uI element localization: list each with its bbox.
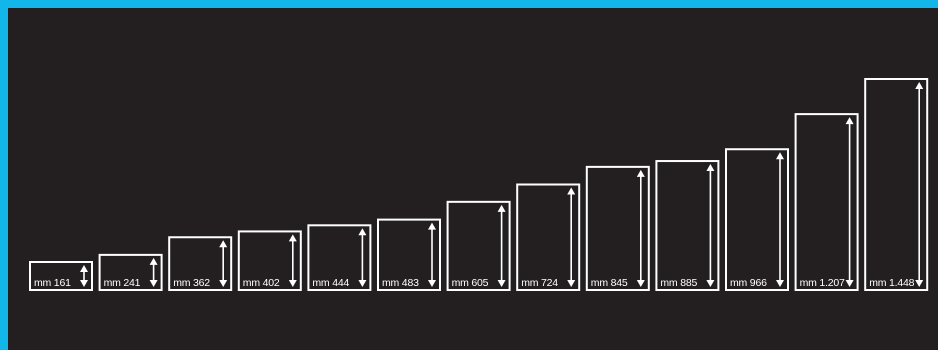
arrow-up-icon [497,204,506,212]
arrow-down-icon [636,280,645,287]
arrow-up-icon [149,257,158,265]
arrow-down-icon [776,280,784,287]
size-bar [725,148,789,291]
size-label: mm 362 [173,277,210,289]
arrow-up-icon [288,234,297,242]
size-bar [585,165,650,291]
arrow-up-icon [915,82,924,89]
size-bar [29,261,93,291]
size-label: mm 1.448 [869,277,914,289]
size-label: mm 402 [243,277,280,289]
size-bar [168,236,233,291]
size-bar [237,230,302,291]
size-label: mm 161 [34,277,71,289]
arrow-down-icon [149,280,158,287]
arrow-down-icon [288,280,297,287]
arrow-down-icon [219,280,228,287]
arrow-up-icon [636,169,645,177]
size-label: mm 241 [104,277,141,289]
arrow-down-icon [428,280,436,287]
size-label: mm 845 [591,277,628,289]
size-bar [377,218,441,291]
size-label: mm 724 [521,277,558,289]
arrow-down-icon [567,280,576,287]
size-label: mm 966 [730,277,767,289]
size-bar [516,183,581,291]
arrow-up-icon [358,228,367,236]
arrow-down-icon [915,280,924,287]
size-bar [655,160,720,291]
arrow-down-icon [706,280,715,287]
arrow-up-icon [428,222,436,230]
arrow-up-icon [567,187,576,195]
size-bar [864,78,929,291]
arrow-up-icon [219,240,228,248]
arrow-down-icon [845,280,854,287]
arrow-up-icon [80,265,88,272]
size-label: mm 1.207 [800,277,845,289]
size-label: mm 885 [660,277,697,289]
size-label: mm 483 [382,277,419,289]
arrow-up-icon [845,117,854,125]
size-label: mm 444 [312,277,349,289]
arrow-up-icon [706,164,715,172]
size-label: mm 605 [452,277,489,289]
arrow-up-icon [776,152,784,160]
size-bar [98,253,163,292]
size-bar [446,200,511,291]
size-bar [794,113,859,292]
size-bar [307,224,372,291]
arrow-down-icon [358,280,367,287]
arrow-down-icon [497,280,506,287]
size-bars: mm 161 mm 241 mm 362 mm 402 mm 444 mm 483 mm 6… [29,78,929,292]
arrow-down-icon [80,280,88,287]
